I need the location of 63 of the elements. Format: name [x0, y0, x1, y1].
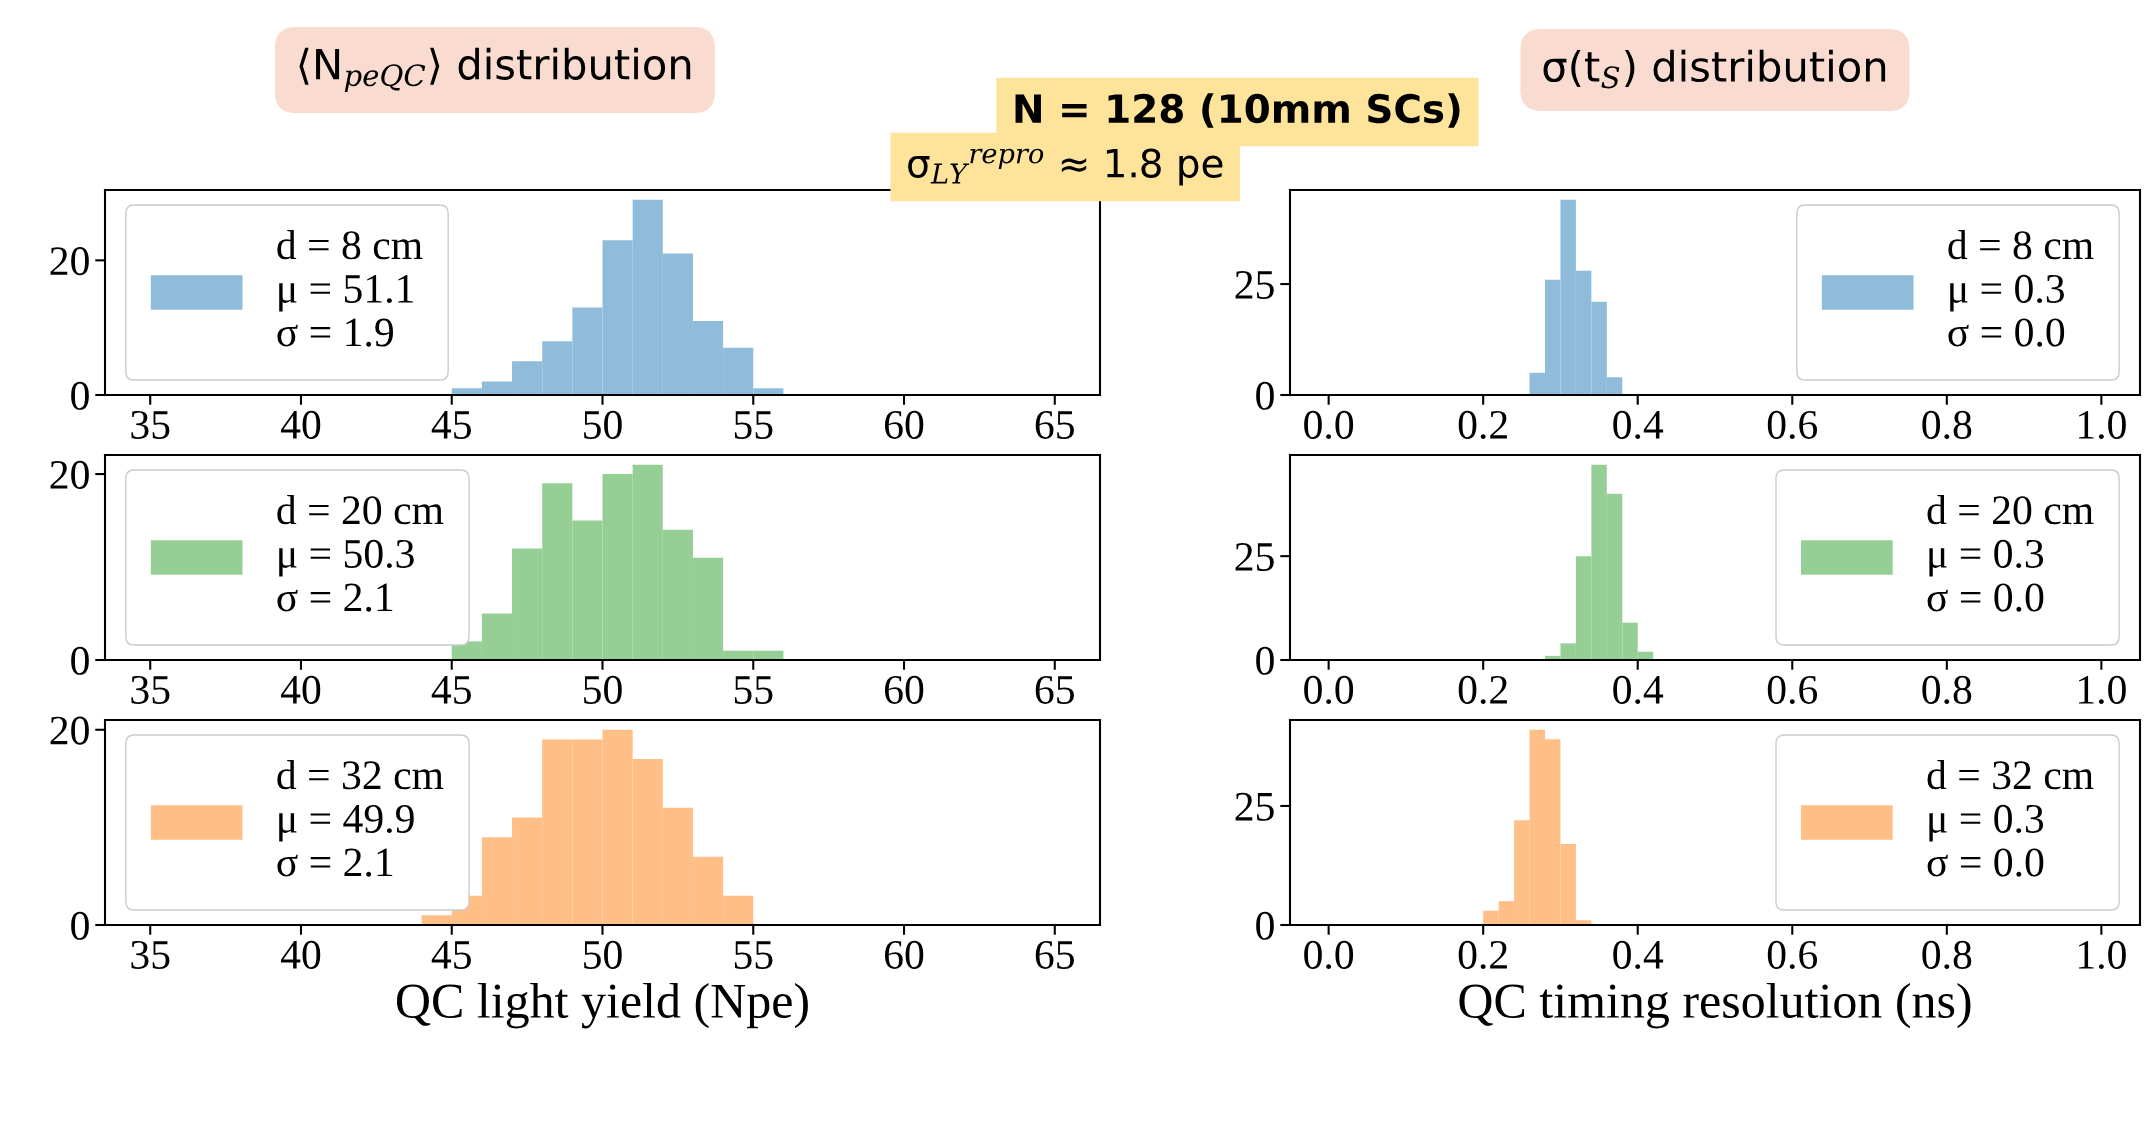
x-axis-title: QC timing resolution (ns): [1459, 982, 1971, 1029]
x-tick-label: 60: [884, 940, 924, 969]
x-tick-label: 55: [734, 676, 773, 704]
x-tick-label: 55: [734, 411, 773, 439]
legend-label: d = 32 cm μ = 49.9 σ = 2.1: [277, 760, 444, 877]
text: σ$_{LY}$$^{repro}$ ≈ 1.8 pe: [908, 148, 1223, 186]
legend-label: d = 20 cm μ = 50.3 σ = 2.1: [277, 495, 444, 612]
legend-label: d = 8 cm μ = 51.1 σ = 1.9: [277, 230, 423, 347]
chart-title: ⟨N$_{peQC}$⟩ distribution: [299, 47, 691, 92]
x-tick-label: 45: [431, 411, 471, 439]
x-tick-label: 35: [131, 940, 170, 969]
x-tick-label: 50: [584, 675, 622, 704]
x-tick-label: 0.0: [1304, 410, 1354, 440]
x-tick-label: 55: [734, 941, 773, 969]
y-tick-label: 20: [50, 460, 89, 489]
x-tick-label: 0.2: [1458, 675, 1507, 705]
x-tick-label: 1.0: [2078, 940, 2126, 970]
x-tick-label: 65: [1035, 410, 1074, 439]
y-tick-label: 20: [50, 247, 89, 276]
x-tick-label: 1.0: [2078, 675, 2126, 705]
y-tick-label: 0: [71, 646, 89, 675]
x-tick-label: 60: [884, 675, 924, 704]
y-tick-label: 0: [71, 911, 89, 940]
x-tick-label: 50: [584, 940, 622, 969]
y-tick-label: 25: [1235, 270, 1274, 299]
chart-title: σ(t$_{S}$) distribution: [1543, 49, 1886, 89]
y-tick-label: 0: [1256, 381, 1274, 410]
x-tick-label: 0.6: [1767, 410, 1818, 440]
x-tick-label: 0.8: [1922, 410, 1972, 440]
x-tick-label: 0.4: [1613, 675, 1664, 705]
x-tick-label: 50: [584, 410, 622, 439]
x-tick-label: 1.0: [2078, 410, 2126, 440]
legend-label: d = 32 cm μ = 0.3 σ = 0.0: [1927, 760, 2094, 877]
x-tick-label: 0.0: [1304, 675, 1354, 705]
y-tick-label: 25: [1235, 543, 1274, 572]
y-tick-label: 0: [71, 381, 89, 410]
x-tick-label: 0.8: [1922, 675, 1972, 705]
x-tick-label: 0.4: [1613, 410, 1664, 440]
y-tick-label: 25: [1235, 792, 1274, 821]
text: N = 128 (10mm SCs): [1015, 93, 1460, 128]
y-tick-label: 20: [50, 716, 89, 745]
x-tick-label: 0.4: [1613, 940, 1664, 970]
y-tick-label: 0: [1256, 911, 1274, 940]
x-tick-label: 45: [431, 676, 471, 704]
legend-label: d = 8 cm μ = 0.3 σ = 0.0: [1948, 230, 2094, 347]
x-tick-label: 45: [431, 941, 471, 969]
x-tick-label: 40: [280, 675, 321, 704]
x-tick-label: 35: [131, 675, 170, 704]
x-tick-label: 35: [131, 410, 170, 439]
x-axis-title: QC light yield (Npe): [396, 982, 808, 1029]
x-tick-label: 0.0: [1304, 940, 1354, 970]
x-tick-label: 0.6: [1767, 675, 1818, 705]
x-tick-label: 65: [1035, 675, 1074, 704]
x-tick-label: 60: [884, 410, 924, 439]
legend-label: d = 20 cm μ = 0.3 σ = 0.0: [1927, 495, 2094, 612]
x-tick-label: 0.8: [1922, 940, 1972, 970]
x-tick-label: 40: [280, 940, 321, 969]
x-tick-label: 65: [1035, 940, 1074, 969]
x-tick-label: 0.2: [1458, 410, 1507, 440]
y-tick-label: 0: [1256, 646, 1274, 675]
x-tick-label: 0.2: [1458, 940, 1507, 970]
x-tick-label: 40: [280, 410, 321, 439]
x-tick-label: 0.6: [1767, 940, 1818, 970]
